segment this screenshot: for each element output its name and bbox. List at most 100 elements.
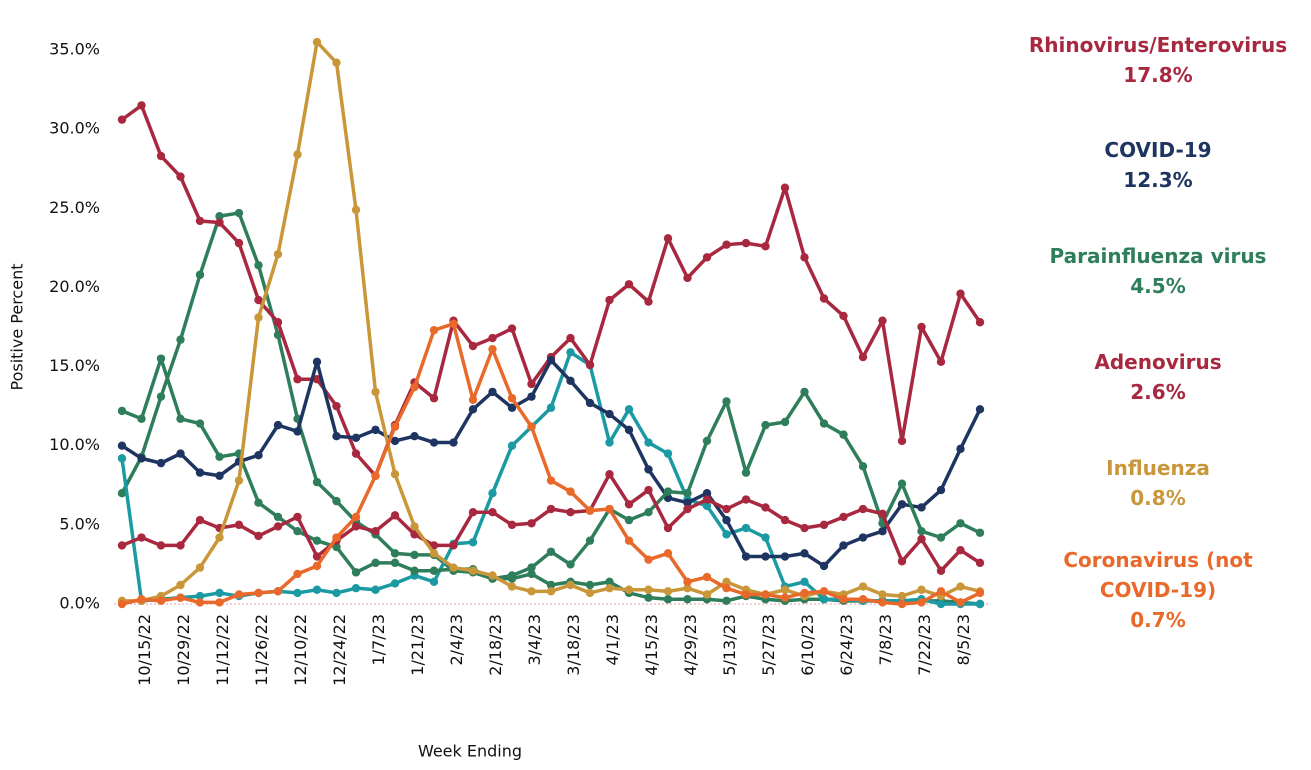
data-point [839, 512, 848, 522]
data-point [546, 356, 556, 365]
data-point [234, 238, 244, 248]
data-point [917, 598, 926, 607]
data-point [800, 387, 809, 397]
data-point [273, 522, 283, 531]
data-point [663, 549, 673, 558]
data-point [351, 433, 361, 442]
data-point [644, 485, 653, 495]
x-tick-label: 4/29/23 [681, 614, 700, 676]
legend-label: COVID-19 [1104, 138, 1212, 162]
data-point [819, 561, 829, 571]
data-point [429, 566, 439, 575]
data-point [858, 533, 868, 542]
x-tick-label: 7/8/23 [876, 614, 895, 666]
data-point [819, 520, 829, 530]
data-point [273, 249, 283, 259]
data-point [137, 101, 146, 110]
data-point [215, 212, 224, 221]
data-point [351, 449, 361, 458]
data-point [507, 520, 517, 530]
data-point [566, 333, 575, 343]
data-point [254, 295, 263, 305]
data-point [176, 335, 185, 344]
data-point [176, 449, 185, 458]
data-point [858, 462, 868, 471]
data-point [215, 452, 224, 461]
y-tick-label: 25.0% [49, 198, 100, 217]
data-point [585, 360, 595, 370]
data-point [527, 563, 536, 572]
data-point [234, 520, 244, 530]
data-point [351, 568, 361, 577]
legend-value: 17.8% [1123, 63, 1193, 87]
data-point [683, 498, 692, 507]
data-point [332, 588, 341, 598]
data-point [390, 436, 400, 446]
legend-label: Influenza [1106, 456, 1210, 480]
data-point [780, 183, 790, 192]
data-point [897, 557, 907, 566]
data-point [468, 538, 478, 547]
data-point [507, 582, 517, 591]
data-point [936, 599, 946, 609]
data-point [663, 523, 673, 533]
data-point [936, 587, 946, 596]
data-point [156, 458, 166, 468]
legend-entry: Influenza 0.8% [1008, 453, 1308, 513]
data-point [917, 503, 926, 512]
data-point [390, 511, 400, 520]
data-point [293, 427, 302, 436]
data-point [819, 419, 829, 428]
y-axis-label: Positive Percent [8, 264, 27, 391]
data-point [722, 397, 731, 406]
data-point [624, 425, 634, 435]
data-point [273, 512, 283, 522]
data-point [897, 479, 907, 488]
x-tick-label: 6/10/23 [798, 614, 817, 676]
data-point [702, 489, 712, 498]
data-point [390, 579, 400, 588]
data-point [488, 344, 497, 354]
data-point [293, 569, 302, 579]
x-tick-label: 11/12/22 [213, 614, 232, 686]
data-point [117, 406, 127, 416]
legend-entry: Adenovirus 2.6% [1008, 347, 1308, 407]
data-point [644, 465, 653, 474]
series [117, 354, 985, 583]
data-point [722, 577, 731, 587]
x-tick-label: 3/18/23 [564, 614, 583, 676]
data-point [644, 593, 653, 602]
x-tick-label: 10/15/22 [135, 614, 154, 686]
data-point [176, 414, 185, 424]
data-point [566, 487, 575, 496]
data-point [156, 392, 166, 401]
data-point [683, 583, 692, 593]
series [117, 37, 985, 606]
data-point [293, 375, 302, 384]
data-point [390, 470, 400, 479]
data-point [566, 376, 575, 386]
data-point [624, 500, 634, 509]
data-point [585, 398, 595, 408]
data-point [761, 242, 770, 251]
data-point [156, 596, 166, 606]
data-point [605, 577, 614, 587]
data-point [741, 590, 751, 599]
data-point [468, 341, 478, 351]
data-point [117, 599, 127, 609]
data-point [566, 507, 575, 517]
data-point [332, 432, 341, 441]
data-point [819, 294, 829, 303]
data-point [156, 151, 166, 161]
data-point [195, 591, 205, 601]
data-point [332, 542, 341, 552]
x-tick-label: 2/18/23 [486, 614, 505, 676]
series [117, 470, 985, 575]
data-point [137, 454, 146, 463]
series [117, 101, 985, 480]
data-point [546, 547, 556, 556]
legend-entry: Parainfluenza virus 4.5% [1008, 241, 1308, 301]
data-point [956, 519, 965, 528]
series-line [121, 472, 981, 573]
